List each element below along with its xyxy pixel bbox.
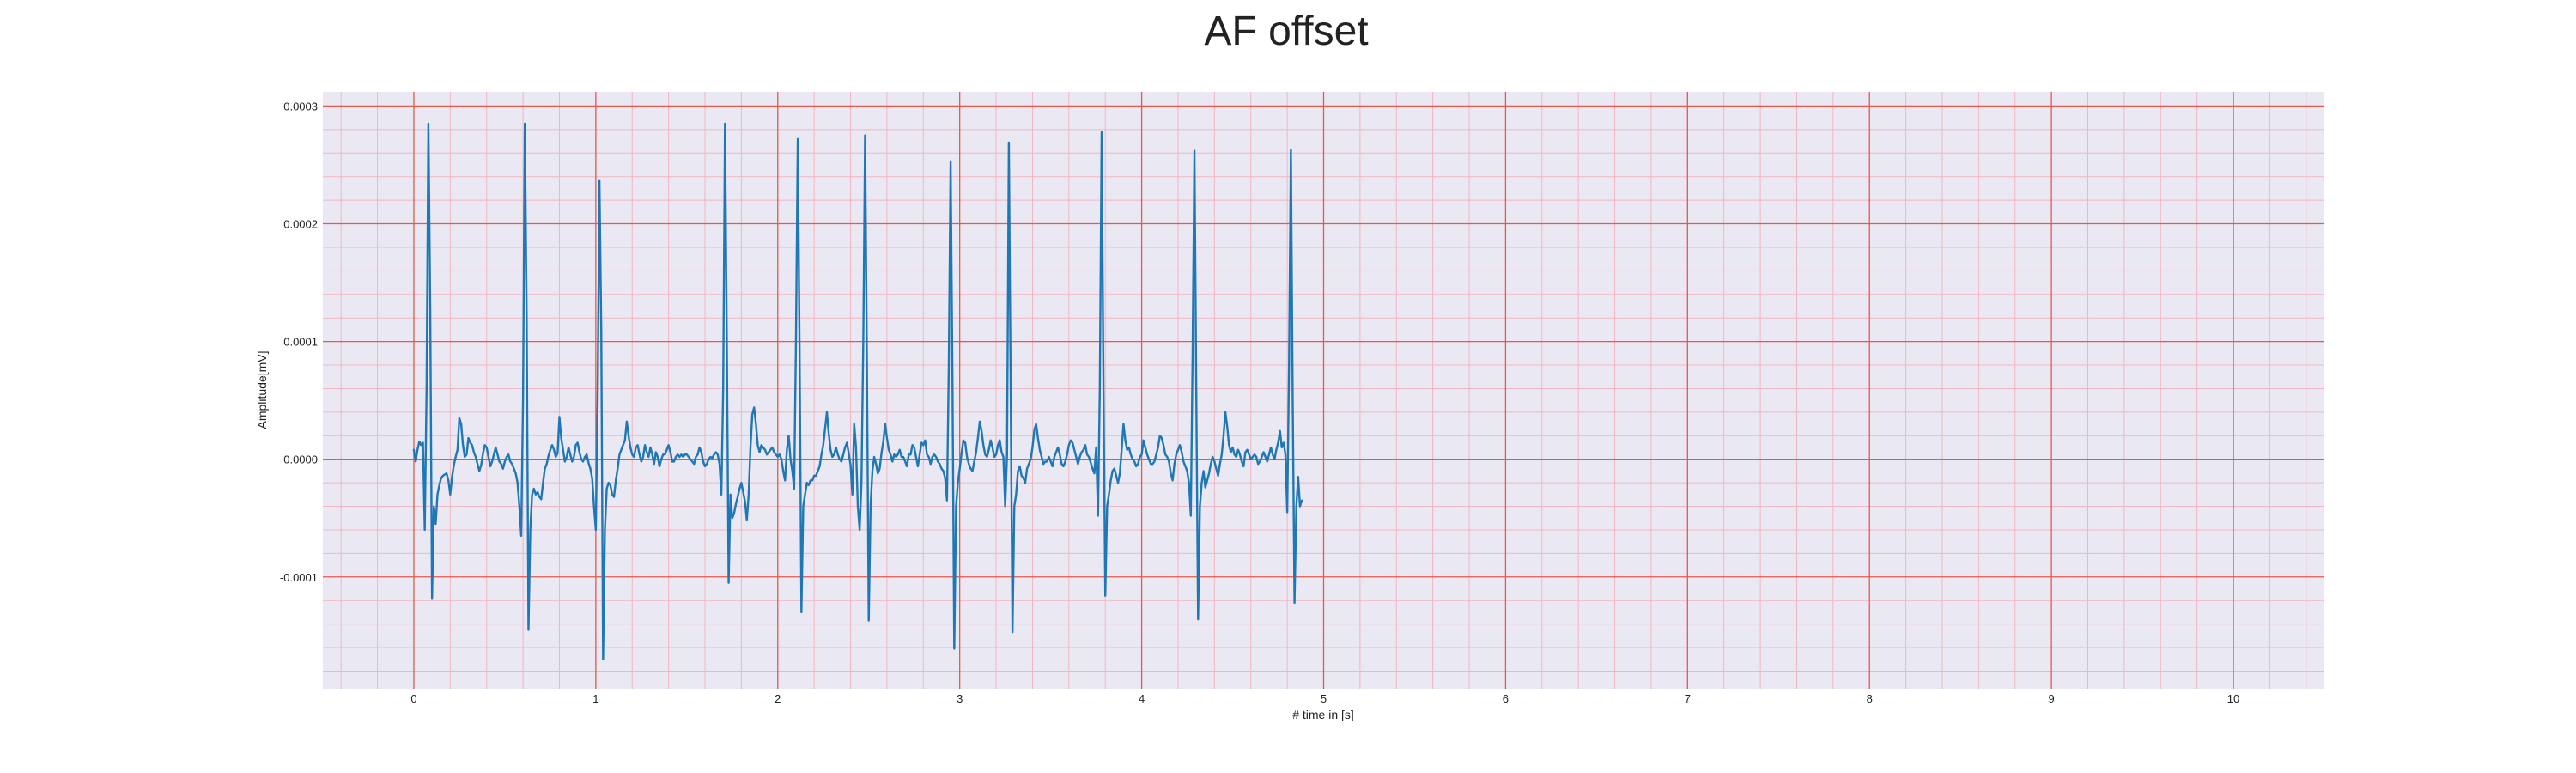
- y-tick-label: -0.0001: [280, 571, 318, 584]
- x-tick-labels: 0 1 2 3 4 5 6 7 8 9 10: [410, 692, 2239, 705]
- ecg-series-line: [412, 122, 1303, 660]
- y-axis-label: Amplitude[mV]: [255, 350, 269, 429]
- x-tick-label: 5: [1321, 692, 1327, 705]
- x-tick-label: 2: [775, 692, 781, 705]
- x-tick-label: 8: [1867, 692, 1873, 705]
- x-tick-label: 4: [1139, 692, 1145, 705]
- x-tick-label: 7: [1685, 692, 1691, 705]
- x-tick-label: 9: [2049, 692, 2055, 705]
- x-tick-label: 1: [592, 692, 598, 705]
- chart-title: AF offset: [1204, 9, 1368, 54]
- x-tick-label: 6: [1503, 692, 1509, 705]
- y-tick-label: 0.0000: [283, 453, 318, 466]
- x-tick-label: 3: [957, 692, 963, 705]
- x-tick-label: 0: [410, 692, 416, 705]
- y-tick-label: 0.0001: [283, 336, 318, 349]
- y-tick-labels: -0.0001 0.0000 0.0001 0.0002 0.0003: [280, 100, 318, 583]
- y-tick-label: 0.0003: [283, 100, 318, 113]
- x-tick-label: 10: [2227, 692, 2239, 705]
- x-axis-label: # time in [s]: [1292, 708, 1354, 721]
- y-tick-label: 0.0002: [283, 218, 318, 231]
- major-grid: [323, 92, 2324, 689]
